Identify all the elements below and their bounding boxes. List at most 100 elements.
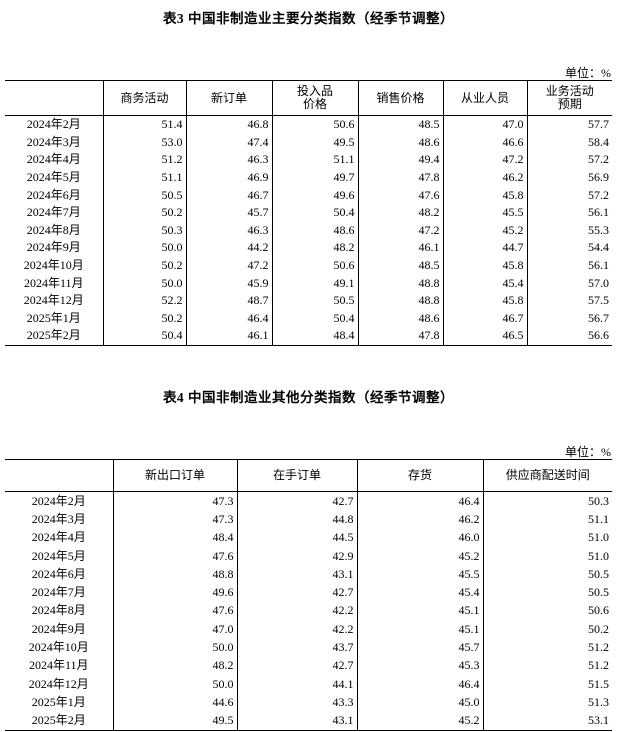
cell: 46.8 xyxy=(185,115,272,134)
cell: 45.8 xyxy=(442,256,527,275)
column-header: 商务活动 xyxy=(102,80,186,116)
cell: 47.3 xyxy=(112,510,237,529)
header-text: 在手订单 xyxy=(272,468,321,482)
column-header: 供应商配送时间 xyxy=(482,459,612,492)
table-row: 2024年11月 50.0 45.9 49.1 48.8 45.4 57.0 xyxy=(5,274,612,292)
table-row: 2024年5月 47.6 42.9 45.2 51.0 xyxy=(5,546,612,566)
cell: 52.2 xyxy=(102,291,186,310)
cell: 58.4 xyxy=(526,133,612,152)
row-label: 2024年11月 xyxy=(28,658,89,673)
cell: 53.0 xyxy=(102,133,186,152)
cell: 47.0 xyxy=(112,620,237,639)
cell: 48.2 xyxy=(271,239,358,257)
cell: 54.4 xyxy=(526,239,612,257)
table-title: 表4 中国非制造业其他分类指数（经季节调整） xyxy=(162,390,455,405)
header-text: 商务活动 xyxy=(120,90,169,105)
row-label: 2024年11月 xyxy=(23,275,84,290)
cell: 48.4 xyxy=(271,327,358,346)
cell: 45.7 xyxy=(356,638,483,657)
cell: 51.2 xyxy=(102,151,186,169)
cell: 48.6 xyxy=(357,133,443,152)
table-row: 2025年2月 49.5 43.1 45.2 53.1 xyxy=(5,711,612,731)
cell: 46.2 xyxy=(356,510,483,529)
cell: 56.1 xyxy=(526,256,612,275)
cell: 50.4 xyxy=(102,327,186,346)
cell: 45.1 xyxy=(356,620,483,639)
cell: 51.0 xyxy=(482,528,612,547)
table-row: 2024年12月 50.0 44.1 46.4 51.5 xyxy=(5,674,612,694)
cell: 42.7 xyxy=(236,583,357,602)
cell: 45.7 xyxy=(185,203,272,222)
table-row: 2024年12月 52.2 48.7 50.5 48.8 45.8 57.5 xyxy=(5,291,612,310)
cell: 47.4 xyxy=(185,133,272,152)
header-text: 业务活动预期 xyxy=(545,84,594,111)
cell: 51.0 xyxy=(482,546,612,566)
cell: 50.3 xyxy=(102,221,186,240)
cell: 46.6 xyxy=(442,133,527,152)
cell: 50.5 xyxy=(271,291,358,310)
row-label: 2025年1月 xyxy=(26,310,81,325)
cell: 46.4 xyxy=(185,309,272,328)
cell: 42.7 xyxy=(236,491,357,511)
table-row: 2024年6月 50.5 46.7 49.6 47.6 45.8 57.2 xyxy=(5,186,612,204)
unit-label: 单位：% xyxy=(565,445,611,459)
cell: 47.8 xyxy=(357,168,443,187)
cell: 50.5 xyxy=(482,583,612,602)
cell: 44.8 xyxy=(236,510,357,529)
cell: 44.1 xyxy=(236,674,357,694)
cell: 46.5 xyxy=(442,327,527,346)
header-text: 新出口订单 xyxy=(144,468,205,482)
cell: 56.9 xyxy=(526,168,612,187)
cell: 50.0 xyxy=(112,674,237,694)
cell: 46.1 xyxy=(357,239,443,257)
cell: 45.0 xyxy=(356,693,483,712)
row-label: 2024年7月 xyxy=(26,205,81,220)
cell: 48.8 xyxy=(112,565,237,584)
cell: 50.5 xyxy=(102,186,186,204)
cell: 44.6 xyxy=(112,693,237,712)
cell: 50.4 xyxy=(271,309,358,328)
table-row: 2024年2月 47.3 42.7 46.4 50.3 xyxy=(5,491,612,511)
cell: 50.4 xyxy=(271,203,358,222)
cell: 46.4 xyxy=(356,491,483,511)
cell: 48.2 xyxy=(357,203,443,222)
row-label: 2024年6月 xyxy=(26,187,81,202)
cell: 48.8 xyxy=(357,274,443,292)
cell: 56.6 xyxy=(526,327,612,346)
cell: 50.0 xyxy=(102,274,186,292)
cell: 51.5 xyxy=(482,674,612,694)
cell: 43.1 xyxy=(236,565,357,584)
cell: 49.6 xyxy=(112,583,237,602)
row-label: 2025年1月 xyxy=(31,694,86,709)
cell: 45.2 xyxy=(356,711,483,731)
row-label: 2024年10月 xyxy=(28,640,89,655)
row-label: 2024年5月 xyxy=(26,170,81,185)
cell: 51.2 xyxy=(482,656,612,675)
cell: 48.6 xyxy=(357,309,443,328)
cell: 45.8 xyxy=(442,291,527,310)
cell: 47.3 xyxy=(112,491,237,511)
cell: 57.2 xyxy=(526,186,612,204)
row-label: 2024年12月 xyxy=(23,293,84,308)
table-row: 2024年9月 47.0 42.2 45.1 50.2 xyxy=(5,620,612,639)
cell: 44.7 xyxy=(442,239,527,257)
cell: 46.7 xyxy=(442,309,527,328)
table-row: 2024年2月 51.4 46.8 50.6 48.5 47.0 57.7 xyxy=(5,115,612,134)
cell: 50.0 xyxy=(112,638,237,657)
table: 商务活动 新订单 投入品价格 销售价格 从业人员 业务活动预期 2024年2月 51.4 46.… xyxy=(5,80,612,346)
cell: 45.2 xyxy=(356,546,483,566)
table-row: 2024年11月 48.2 42.7 45.3 51.2 xyxy=(5,656,612,675)
cell: 50.2 xyxy=(482,620,612,639)
cell: 51.1 xyxy=(271,151,358,169)
cell: 57.2 xyxy=(526,151,612,169)
table-row: 2024年8月 47.6 42.2 45.1 50.6 xyxy=(5,601,612,621)
row-label: 2024年3月 xyxy=(31,511,86,526)
cell: 51.4 xyxy=(102,115,186,134)
cell: 43.3 xyxy=(236,693,357,712)
cell: 57.7 xyxy=(526,115,612,134)
cell: 50.2 xyxy=(102,309,186,328)
cell: 53.1 xyxy=(482,711,612,731)
table-row: 2025年2月 50.4 46.1 48.4 47.8 46.5 56.6 xyxy=(5,327,612,346)
header-text: 供应商配送时间 xyxy=(505,468,590,482)
